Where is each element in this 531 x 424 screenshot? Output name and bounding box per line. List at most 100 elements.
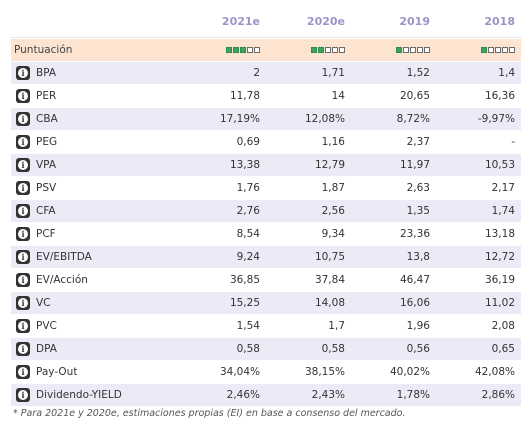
value-cell: 2,76 (236, 205, 260, 217)
table-row: i VC 15,25 14,08 16,06 11,02 (11, 292, 521, 315)
row-label: CBA (36, 113, 58, 125)
value-cell: 2,43% (311, 389, 345, 401)
info-icon[interactable]: i (16, 181, 30, 195)
score-square-filled (226, 47, 232, 53)
table-row: i PSV 1,76 1,87 2,63 2,17 (11, 177, 521, 200)
value-cell: 1,7 (328, 320, 345, 332)
value-cell: 40,02% (389, 366, 430, 378)
value-cell: 17,19% (219, 113, 260, 125)
info-icon[interactable]: i (16, 319, 30, 333)
info-icon[interactable]: i (16, 250, 30, 264)
row-label-cell: i VPA (11, 158, 181, 172)
value-cell: 34,04% (219, 366, 260, 378)
row-label: VPA (36, 159, 57, 171)
value-cell: 1,52 (406, 67, 430, 79)
table-row: i EV/Acción 36,85 37,84 46,47 36,19 (11, 269, 521, 292)
score-indicator (351, 47, 436, 53)
value-cell: 2 (253, 67, 260, 79)
row-label-cell: i VC (11, 296, 181, 310)
info-icon[interactable]: i (16, 273, 30, 287)
row-label: CFA (36, 205, 56, 217)
score-square-empty (509, 47, 515, 53)
value-cell: 36,19 (484, 274, 515, 286)
info-icon[interactable]: i (16, 296, 30, 310)
value-cell: 11,97 (399, 159, 430, 171)
info-icon[interactable]: i (16, 89, 30, 103)
value-cell: 1,35 (406, 205, 430, 217)
column-header: 2019 (399, 15, 430, 28)
info-icon[interactable]: i (16, 227, 30, 241)
row-label: Dividendo-YIELD (36, 389, 122, 401)
value-cell: 1,4 (498, 67, 515, 79)
value-cell: 14,08 (314, 297, 345, 309)
info-icon-glyph: i (18, 91, 28, 101)
row-label-cell: i CBA (11, 112, 181, 126)
score-square-filled (311, 47, 317, 53)
value-cell: 42,08% (474, 366, 515, 378)
score-square-empty (488, 47, 494, 53)
row-label-cell: i PER (11, 89, 181, 103)
row-label-cell: i EV/EBITDA (11, 250, 181, 264)
info-icon[interactable]: i (16, 66, 30, 80)
value-cell: 10,75 (314, 251, 345, 263)
info-icon[interactable]: i (16, 365, 30, 379)
info-icon-glyph: i (18, 390, 28, 400)
value-cell: 13,8 (406, 251, 430, 263)
score-square-filled (233, 47, 239, 53)
value-cell: 2,86% (481, 389, 515, 401)
table-row: i PEG 0,69 1,16 2,37 - (11, 131, 521, 154)
score-square-empty (495, 47, 501, 53)
info-icon[interactable]: i (16, 112, 30, 126)
value-cell: 2,63 (406, 182, 430, 194)
table-row: i Dividendo-YIELD 2,46% 2,43% 1,78% 2,86% (11, 384, 521, 407)
value-cell: 2,46% (226, 389, 260, 401)
column-header: 2021e (221, 15, 260, 28)
table-row: i BPA 2 1,71 1,52 1,4 (11, 62, 521, 85)
value-cell: 11,02 (484, 297, 515, 309)
score-square-empty (332, 47, 338, 53)
info-icon-glyph: i (18, 344, 28, 354)
info-icon-glyph: i (18, 183, 28, 193)
row-label: PEG (36, 136, 58, 148)
row-label: PCF (36, 228, 56, 240)
row-label-cell: i PVC (11, 319, 181, 333)
value-cell: 13,18 (484, 228, 515, 240)
value-cell: -9,97% (477, 113, 515, 125)
row-label: PVC (36, 320, 57, 332)
row-label-cell: i PSV (11, 181, 181, 195)
value-cell: 10,53 (484, 159, 515, 171)
row-label-cell: i PEG (11, 135, 181, 149)
row-label: DPA (36, 343, 57, 355)
ratios-table: 2021e 2020e 2019 2018 Puntuación i BPA 2 1,7… (11, 0, 521, 407)
row-label-cell: i CFA (11, 204, 181, 218)
value-cell: 1,71 (321, 67, 345, 79)
info-icon[interactable]: i (16, 388, 30, 402)
row-label: BPA (36, 67, 57, 79)
column-header: 2020e (306, 15, 345, 28)
value-cell: 1,78% (396, 389, 430, 401)
value-cell: 1,96 (406, 320, 430, 332)
info-icon[interactable]: i (16, 158, 30, 172)
row-label: VC (36, 297, 51, 309)
value-cell: 8,54 (236, 228, 260, 240)
table-row: i DPA 0,58 0,58 0,56 0,65 (11, 338, 521, 361)
info-icon[interactable]: i (16, 204, 30, 218)
score-indicator (181, 47, 266, 53)
row-label-cell: i BPA (11, 66, 181, 80)
value-cell: - (511, 136, 515, 148)
info-icon-glyph: i (18, 367, 28, 377)
info-icon[interactable]: i (16, 135, 30, 149)
value-cell: 1,54 (236, 320, 260, 332)
value-cell: 13,38 (229, 159, 260, 171)
row-label: EV/Acción (36, 274, 88, 286)
row-label: EV/EBITDA (36, 251, 92, 263)
table-row: i PER 11,78 14 20,65 16,36 (11, 85, 521, 108)
value-cell: 0,69 (236, 136, 260, 148)
score-square-filled (396, 47, 402, 53)
score-square-filled (481, 47, 487, 53)
score-square-empty (417, 47, 423, 53)
info-icon[interactable]: i (16, 342, 30, 356)
value-cell: 2,56 (321, 205, 345, 217)
value-cell: 1,16 (321, 136, 345, 148)
info-icon-glyph: i (18, 229, 28, 239)
